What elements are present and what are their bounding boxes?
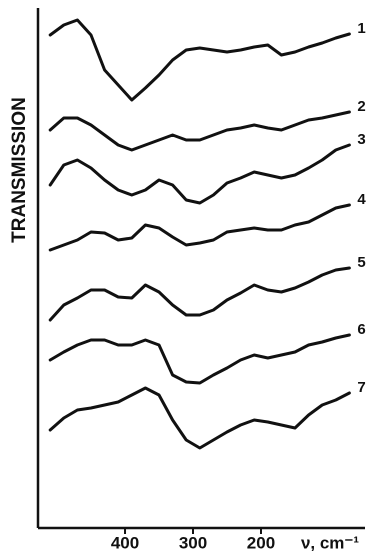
x-axis-label: ν, cm⁻¹ (301, 533, 359, 552)
x-tick-label: 400 (111, 533, 139, 552)
spectrum-line (48, 143, 351, 205)
series-label: 6 (357, 321, 365, 338)
series-label: 4 (357, 191, 366, 208)
series-label: 2 (357, 98, 365, 115)
series-label: 3 (357, 131, 365, 148)
series-label: 1 (357, 20, 365, 37)
x-tick-label: 300 (179, 533, 207, 552)
spectrum-line (48, 110, 351, 152)
spectrum-line (48, 266, 351, 322)
series-label: 7 (357, 379, 365, 396)
x-tick-label: 200 (247, 533, 275, 552)
spectrum-line (48, 18, 351, 102)
spectrum-line (48, 333, 351, 385)
spectrum-line (48, 386, 351, 450)
y-axis-label: TRANSMISSION (9, 97, 30, 243)
spectrum-line (48, 203, 351, 252)
series-label: 5 (357, 254, 365, 271)
